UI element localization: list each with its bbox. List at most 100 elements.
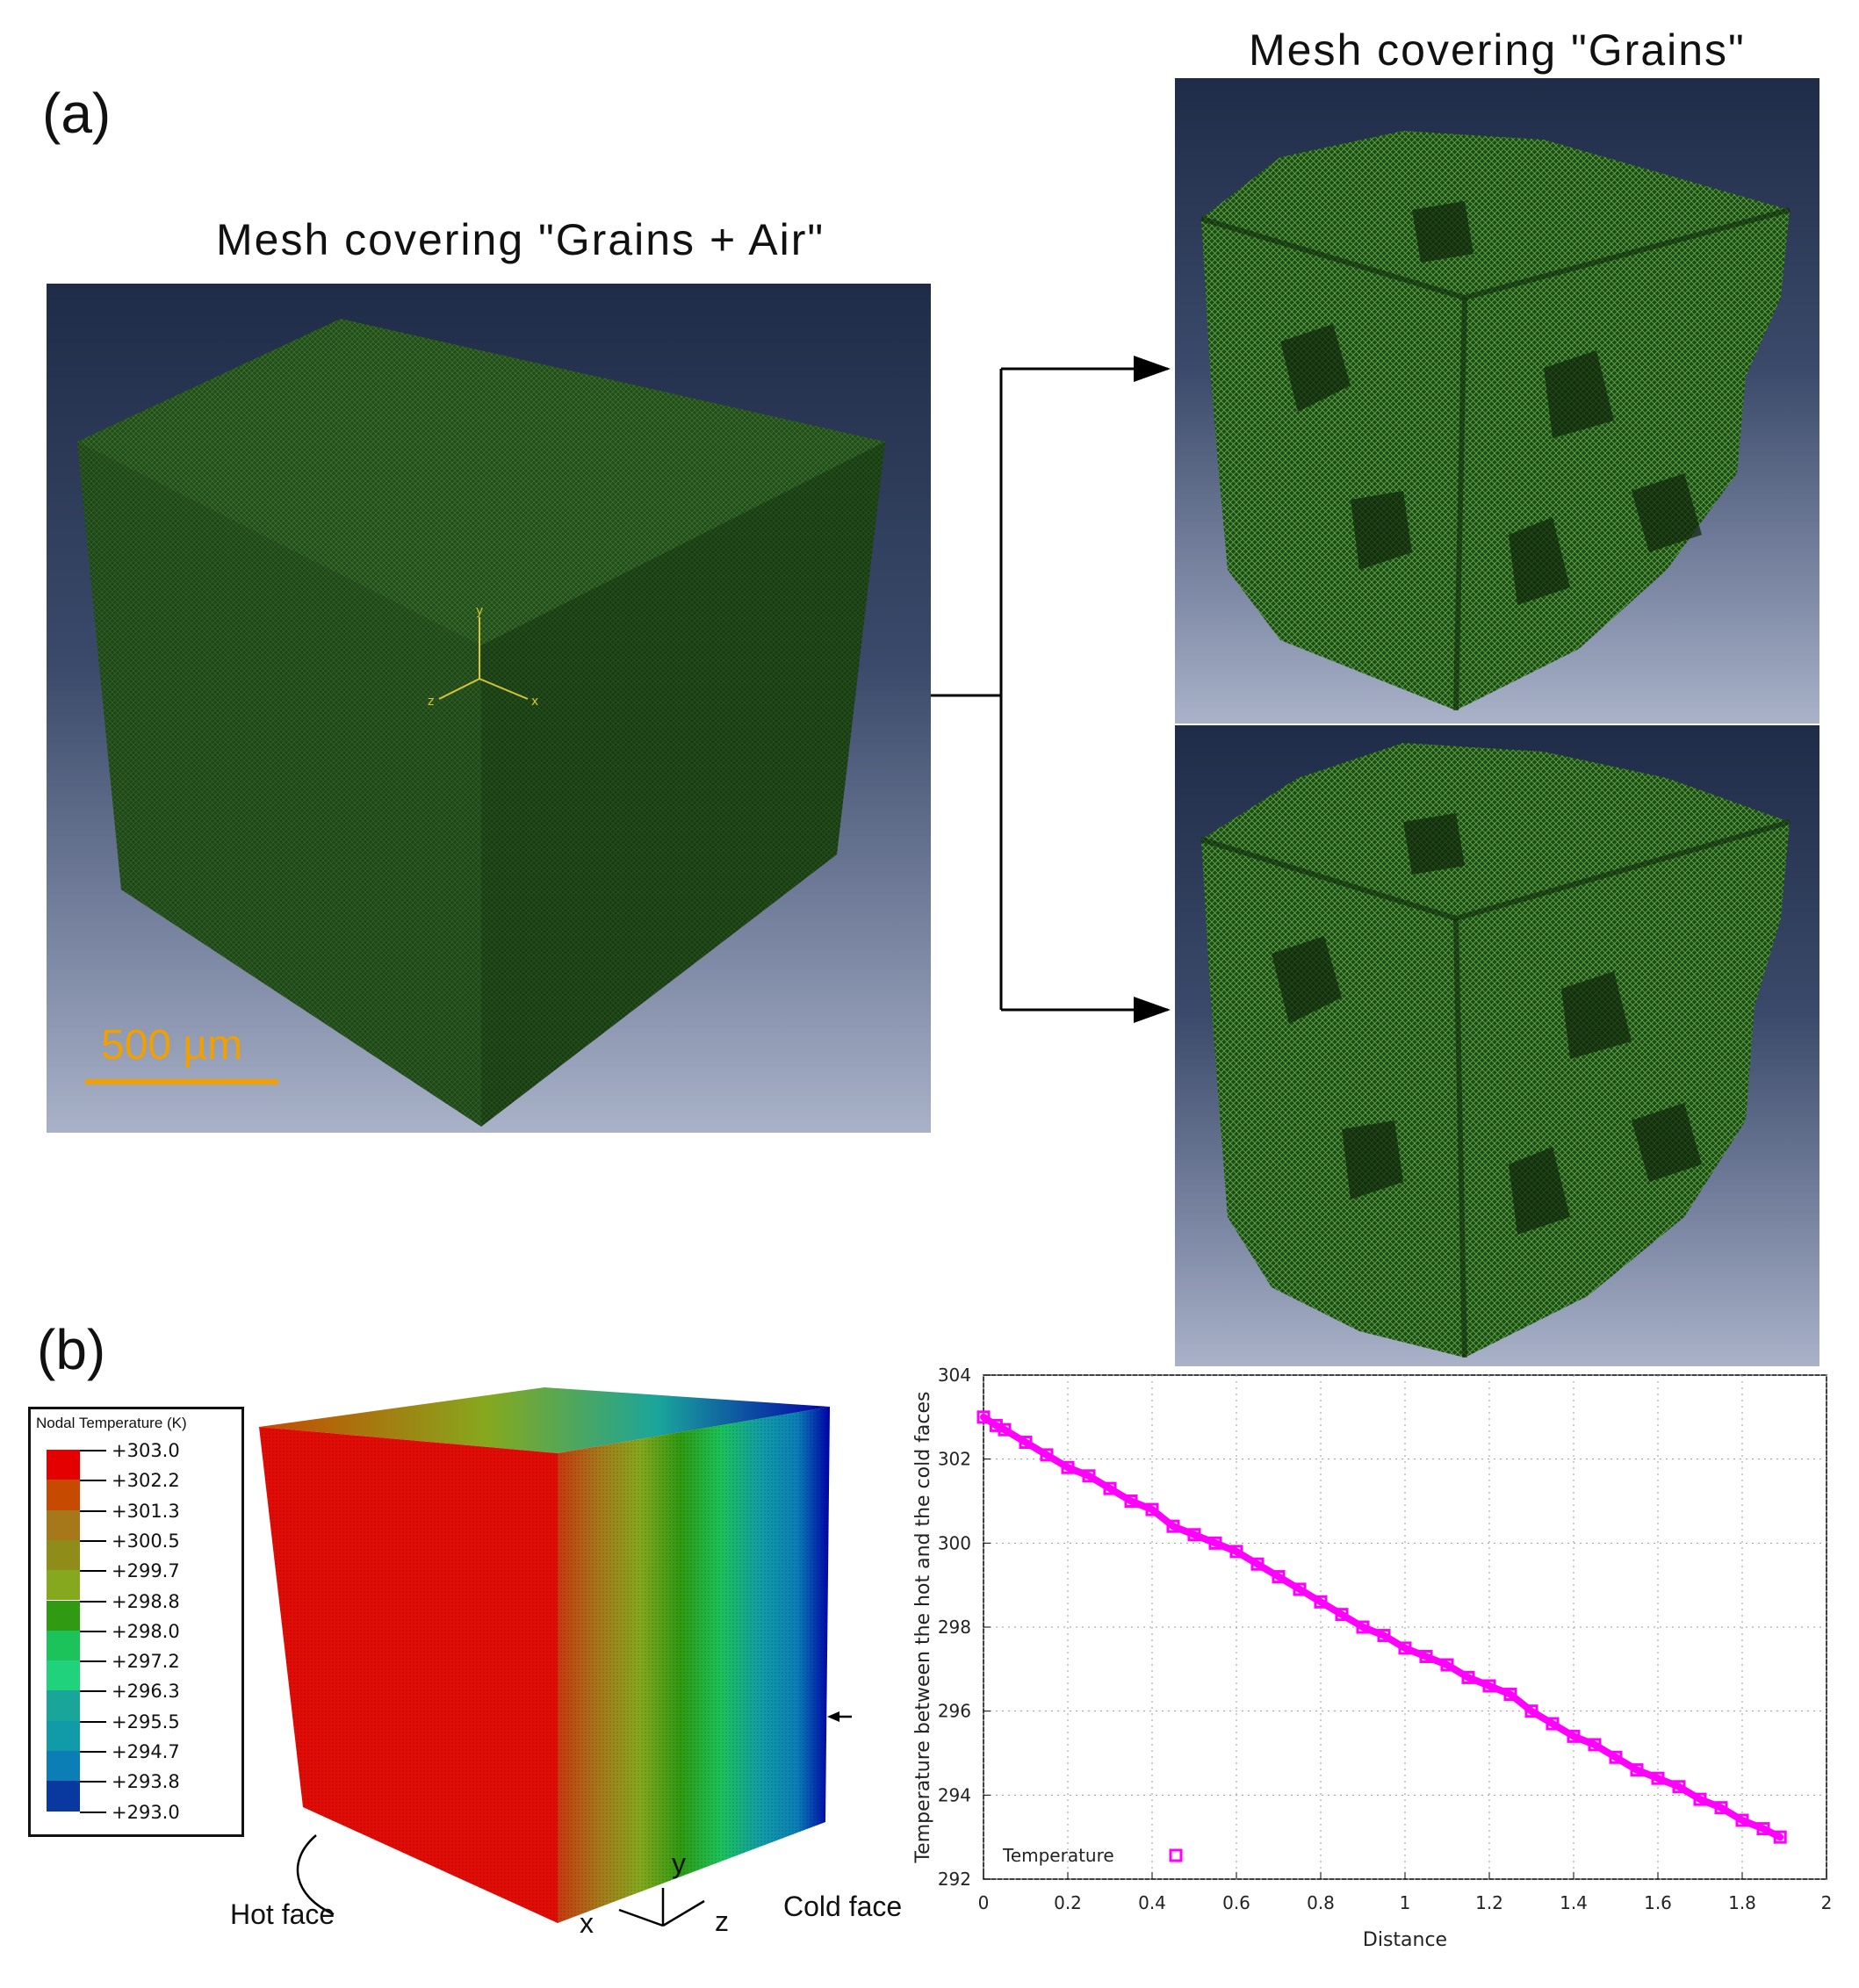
data-trace [1380,1631,1409,1652]
z-axis-letter: z [715,1905,729,1937]
data-trace [1022,1438,1050,1459]
x-tick-label: 0.4 [1138,1892,1166,1913]
axis-triad-icon [438,617,529,700]
data-trace [1296,1585,1324,1606]
legend-color-swatch [47,1751,80,1782]
data-trace [1401,1644,1430,1660]
xyz-axes-icon [618,1888,705,1927]
x-axis-letter: x [580,1907,594,1939]
connector-arrows [931,356,1171,1023]
y-tick-label: 294 [938,1784,971,1805]
data-trace [1760,1825,1784,1841]
legend-color-swatch [47,1781,80,1812]
x-tick-label: 1 [1400,1892,1411,1913]
data-trace [1697,1796,1725,1812]
legend-color-swatch [47,1509,80,1540]
data-trace [1338,1610,1366,1631]
legend-tick [80,1450,106,1451]
data-trace [1085,1472,1113,1493]
legend-value: +297.2 [112,1651,180,1673]
data-trace [1465,1674,1493,1689]
legend-value: +298.8 [112,1590,180,1612]
data-trace [1001,1426,1029,1446]
y-axis-label: Temperature between the hot and the cold… [912,1391,934,1863]
legend-color-swatch [47,1600,80,1631]
x-tick-label: 0.6 [1222,1892,1250,1913]
x-tick-label: 1.2 [1475,1892,1503,1913]
data-trace [1359,1624,1387,1639]
data-trace [1718,1804,1746,1825]
legend-tick [80,1781,106,1783]
hot-face-pointer [296,1834,335,1916]
legend-value: +296.3 [112,1681,180,1703]
legend-tick [80,1600,106,1603]
data-trace [1486,1682,1514,1698]
data-trace [1170,1523,1198,1538]
data-trace [1444,1661,1472,1682]
x-axis-label: Distance [1363,1929,1447,1951]
temperature-legend: Nodal Temperature (K) +303.0 +302.2 +301.3… [28,1407,244,1837]
left-mesh-title: Mesh covering "Grains + Air" [216,215,825,264]
legend-color-swatch [47,1539,80,1571]
legend-tick [80,1751,106,1753]
legend-tick [80,1509,106,1512]
legend-color-swatch [47,1720,80,1751]
legend-value: +299.7 [112,1560,180,1582]
data-trace [1528,1707,1556,1728]
triad-y-label: y [476,604,483,618]
data-trace [1254,1560,1282,1581]
legend-color-swatch [47,1570,80,1601]
legend-color-swatch [47,1690,80,1721]
cold-face-label: Cold face [783,1891,903,1922]
data-trace [1317,1598,1345,1618]
data-trace [1507,1690,1535,1715]
data-trace [1233,1547,1261,1568]
x-tick-label: 1.8 [1728,1892,1756,1913]
temperature-distance-chart: 0 0.2 0.4 0.6 0.8 1 1.2 1.4 1.6 1.8 2 292 294 296 298 3… [912,1365,1833,1951]
data-trace [1423,1653,1451,1669]
data-trace [1570,1732,1598,1748]
legend-value: +302.2 [112,1470,180,1492]
x-tick-label: 0.2 [1054,1892,1082,1913]
legend-tick [80,1480,106,1482]
data-trace [1633,1766,1661,1783]
legend-value: +295.5 [112,1711,180,1732]
y-tick-label: 304 [938,1365,971,1386]
data-trace [1675,1783,1704,1804]
data-trace [1212,1539,1240,1555]
data-trace [1549,1720,1577,1740]
data-trace [1275,1573,1303,1593]
legend-value: +300.5 [112,1530,180,1552]
y-tick-label: 300 [938,1532,971,1553]
x-tick-label: 1.4 [1560,1892,1588,1913]
x-tick-label: 2 [1821,1892,1833,1913]
legend-value: +293.0 [112,1801,180,1823]
right-mesh-title: Mesh covering "Grains" [1249,25,1746,75]
data-trace [1612,1754,1640,1774]
data-trace [1106,1485,1135,1505]
legend-title: Nodal Temperature (K) [36,1415,187,1431]
legend-series-marker [1169,1848,1183,1862]
legend-tick [80,1570,106,1573]
legend-tick [80,1720,106,1723]
legend-tick [80,1811,106,1813]
y-tick-label: 296 [938,1701,971,1722]
legend-value: +298.0 [112,1620,180,1642]
data-trace [1191,1531,1219,1547]
legend-color-swatch [47,1450,80,1480]
data-trace [1591,1740,1619,1761]
legend-tick [80,1660,106,1663]
legend-series-label: Temperature [1002,1845,1114,1866]
temperature-cube-render [259,1387,852,1927]
data-trace [1043,1451,1071,1472]
legend-value: +301.3 [112,1500,180,1522]
legend-color-swatch [47,1630,80,1661]
y-tick-label: 302 [938,1449,971,1470]
data-point [1773,1830,1787,1844]
grains-mesh-render-bottom [1175,725,1819,1366]
legend-color-swatch [47,1660,80,1691]
y-tick-label: 292 [938,1869,971,1890]
triad-z-label: z [428,695,434,709]
triad-x-label: x [531,695,538,709]
data-trace [1128,1497,1156,1514]
